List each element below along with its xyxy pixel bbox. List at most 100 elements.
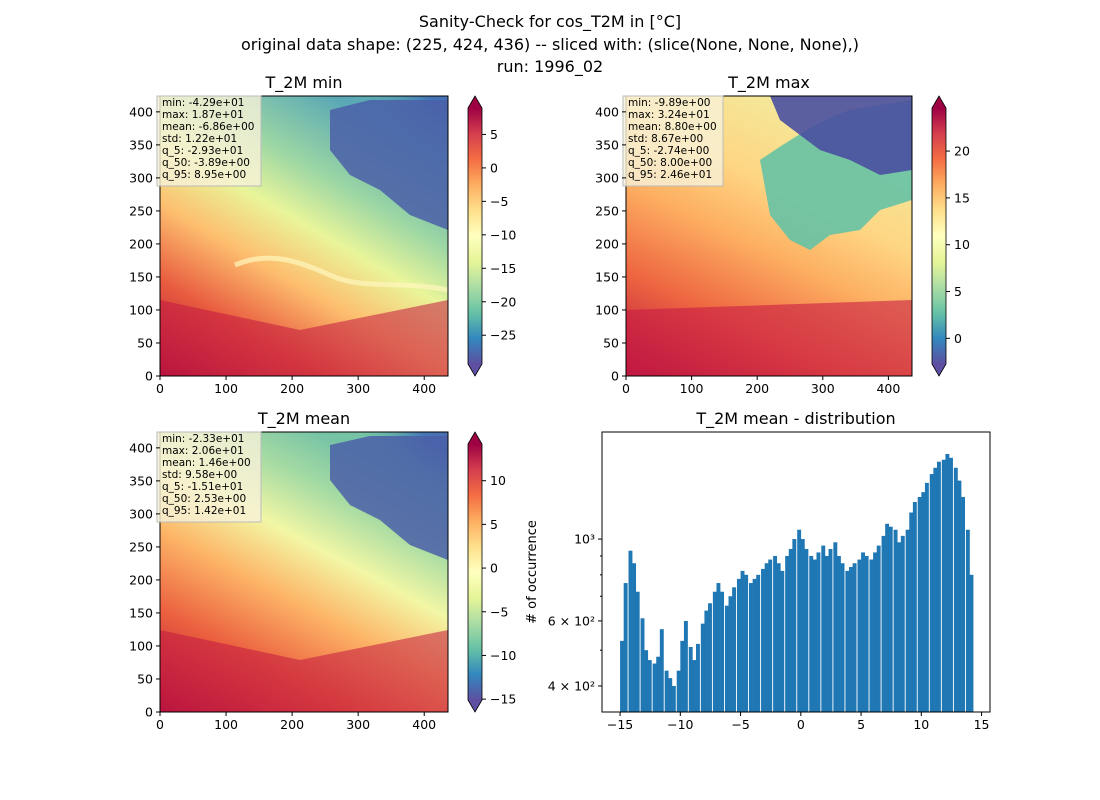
histogram-bar (749, 583, 753, 712)
histogram-bar (969, 574, 974, 712)
histogram-bar (840, 563, 845, 712)
stat-line: max: 3.24e+01 (628, 109, 710, 121)
x-tick-label: 100 (680, 381, 704, 396)
histogram-bar (720, 591, 725, 712)
histogram-bar (752, 578, 757, 712)
y-tick-label: 10³ (574, 532, 595, 547)
y-axis-label-distribution: # of occurrence (525, 520, 540, 624)
stat-line: q_5: -2.74e+00 (628, 145, 709, 157)
y-tick-label: 50 (603, 335, 619, 350)
histogram-bar (708, 603, 712, 712)
y-tick-label: 350 (129, 473, 153, 488)
stat-line: q_5: -1.51e+01 (162, 481, 243, 493)
x-tick-label: 10 (913, 717, 929, 732)
histogram-bar (933, 467, 938, 712)
histogram-bar (736, 578, 741, 712)
histogram-bar (833, 542, 838, 712)
y-tick-label: 300 (595, 170, 619, 185)
histogram-bar (861, 552, 865, 712)
histogram-bar (712, 591, 717, 712)
y-tick-label: 400 (129, 104, 153, 119)
colorbar-tick-label: −5 (490, 194, 508, 209)
heatmap-min (160, 96, 448, 376)
stat-line: min: -9.89e+00 (628, 97, 710, 109)
histogram-bar (836, 555, 841, 712)
x-tick-label: 200 (280, 717, 304, 732)
histogram-bar (828, 548, 833, 712)
histogram-bar (936, 461, 941, 712)
stat-line: q_95: 2.46e+01 (628, 169, 712, 181)
histogram-bar (732, 587, 737, 712)
stats-box-mean: min: -2.33e+01 max: 2.06e+01 mean: 1.46e… (156, 431, 262, 523)
y-tick-label: 50 (137, 335, 153, 350)
y-tick-label: 200 (129, 572, 153, 587)
stat-line: q_95: 1.42e+01 (162, 505, 246, 517)
histogram-bar (659, 629, 664, 712)
y-tick-label: 250 (129, 539, 153, 554)
histogram-bar (623, 583, 628, 712)
histogram-bar (869, 559, 874, 712)
stat-line: q_50: 8.00e+00 (628, 157, 712, 169)
x-tick-label: 100 (214, 381, 238, 396)
colorbar-tick-label: 0 (490, 561, 498, 576)
histogram-bar (941, 459, 946, 712)
histogram-bar (953, 467, 958, 712)
histogram-bar (897, 542, 902, 712)
histogram-bar (924, 482, 929, 712)
x-tick-label: 0 (156, 717, 164, 732)
panel-t2m-max: T_2M max min: -9.89e+00 max: 3.24e+01 me… (595, 73, 970, 396)
histogram-bar (876, 545, 881, 712)
panel-title-max: T_2M max (727, 73, 810, 93)
histogram-bar (857, 559, 862, 712)
histogram-bar (683, 620, 688, 712)
stat-line: min: -4.29e+01 (162, 97, 244, 109)
histogram-bar (797, 529, 802, 712)
colorbar-min (467, 95, 483, 377)
y-tick-label: 400 (129, 440, 153, 455)
y-tick-label: 350 (595, 137, 619, 152)
histogram-bar (912, 502, 917, 712)
y-tick-label: 200 (129, 236, 153, 251)
panel-title-distribution: T_2M mean - distribution (695, 409, 895, 429)
histogram-bar (700, 623, 705, 712)
x-tick-label: 5 (857, 717, 865, 732)
stat-line: max: 1.87e+01 (162, 109, 244, 121)
histogram-bar (632, 563, 637, 712)
panel-t2m-min: T_2M min min: -4.29e+01 max: 1.87e+01 me… (129, 73, 516, 396)
histogram-bar (756, 574, 761, 712)
heatmap-mean (160, 432, 448, 712)
histogram-bar (921, 492, 926, 712)
histogram-bar (864, 555, 869, 712)
y-tick-label: 100 (129, 302, 153, 317)
histogram-bar (945, 453, 950, 712)
y-tick-label: 300 (129, 506, 153, 521)
y-tick-label: 250 (129, 203, 153, 218)
histogram-bar (888, 526, 893, 712)
histogram-bar (652, 663, 657, 712)
y-tick-label: 200 (595, 236, 619, 251)
histogram-bar (724, 605, 729, 712)
stat-line: std: 8.67e+00 (628, 133, 703, 145)
stat-line: std: 9.58e+00 (162, 469, 237, 481)
panel-t2m-mean: T_2M mean min: -2.33e+01 max: 2.06e+01 m… (129, 409, 516, 732)
stat-line: max: 2.06e+01 (162, 445, 244, 457)
histogram-bar (744, 574, 749, 712)
y-tick-label: 150 (129, 269, 153, 284)
histogram-bar (849, 567, 853, 712)
figure-title-line3: run: 1996_02 (496, 57, 604, 76)
panel-t2m-mean-distribution: T_2M mean - distribution # of occurrence… (525, 409, 991, 732)
histogram-bar (845, 570, 850, 712)
histogram-bar (900, 535, 905, 712)
figure-title-line2: original data shape: (225, 424, 436) -- … (241, 35, 859, 54)
histogram-bar (812, 559, 817, 712)
histogram-bar (809, 555, 814, 712)
histogram-bar (885, 523, 890, 712)
stats-box-min: min: -4.29e+01 max: 1.87e+01 mean: -6.86… (156, 95, 262, 187)
histogram-bar (761, 568, 765, 712)
histogram-bar (961, 496, 965, 712)
colorbar-mean (467, 431, 483, 713)
colorbar-tick-label: 0 (954, 331, 962, 346)
x-tick-label: 200 (280, 381, 304, 396)
histogram-bar (873, 552, 878, 712)
histogram-bar (909, 512, 914, 712)
